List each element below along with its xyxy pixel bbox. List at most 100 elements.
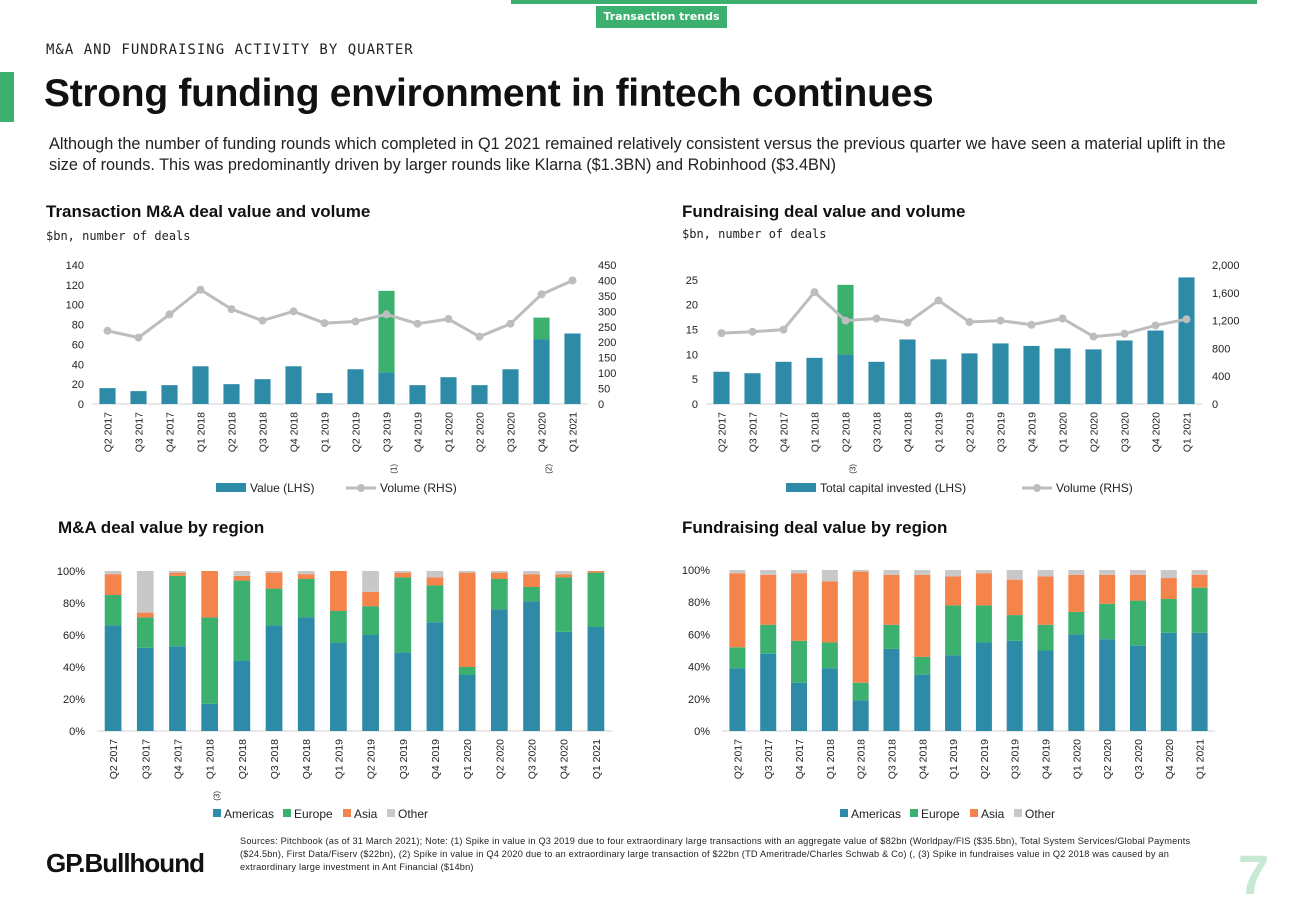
fr-region-segment-europe bbox=[852, 682, 869, 701]
fr-value-bar bbox=[1116, 340, 1133, 404]
fr-volume-point bbox=[748, 327, 757, 336]
ma-region-segment-europe bbox=[394, 577, 412, 653]
fr-value-bar bbox=[1085, 349, 1102, 404]
ma-x-tick-label: Q3 2018 bbox=[258, 412, 270, 452]
ma-region-segment-other bbox=[104, 571, 122, 575]
ma-region-segment-europe bbox=[104, 595, 122, 626]
ma-region-segment-other bbox=[233, 571, 251, 576]
ma-x-note: (1) bbox=[390, 464, 399, 474]
fr-value-bar bbox=[744, 373, 761, 404]
fr-x-tick-label: Q4 2019 bbox=[1027, 412, 1039, 452]
ma-y-left-tick: 60 bbox=[72, 339, 84, 351]
ma-region-segment-other bbox=[458, 571, 476, 573]
ma-legend-label: Value (LHS) bbox=[250, 481, 314, 495]
fr-legend-label: Volume (RHS) bbox=[1056, 481, 1133, 495]
fr-x-tick-label: Q2 2020 bbox=[1089, 412, 1101, 452]
ma-region-segment-europe bbox=[555, 577, 573, 632]
fr-y-left-tick: 25 bbox=[686, 275, 698, 287]
ma-region-x-tick-label: Q4 2019 bbox=[430, 739, 442, 779]
fr-region-segment-other bbox=[1006, 570, 1023, 580]
fr-region-segment-europe bbox=[791, 640, 808, 683]
ma-region-chart-title: M&A deal value by region bbox=[58, 518, 265, 537]
ma-region-legend-swatch bbox=[213, 809, 221, 817]
fr-legend-line-marker bbox=[1033, 484, 1041, 492]
ma-region-segment-europe bbox=[362, 606, 379, 635]
ma-region-segment-asia bbox=[136, 612, 154, 618]
ma-region-y-tick: 60% bbox=[63, 630, 85, 642]
ma-volume-point bbox=[382, 310, 391, 319]
ma-y-left-tick: 0 bbox=[78, 399, 84, 411]
fr-region-segment-americas bbox=[791, 682, 808, 731]
fr-region-segment-europe bbox=[821, 642, 838, 669]
ma-region-x-tick-label: Q1 2020 bbox=[462, 739, 474, 779]
fr-y-right-tick: 400 bbox=[1212, 371, 1230, 383]
fr-value-bar bbox=[713, 371, 730, 404]
fr-x-tick-label: Q2 2017 bbox=[717, 412, 729, 452]
fr-region-segment-asia bbox=[1068, 574, 1085, 612]
fr-x-tick-label: Q3 2019 bbox=[996, 412, 1008, 452]
ma-value-bar bbox=[440, 377, 457, 404]
fr-region-segment-asia bbox=[1191, 574, 1208, 588]
ma-region-x-tick-label: Q2 2018 bbox=[237, 739, 249, 779]
fr-region-segment-other bbox=[975, 570, 992, 574]
ma-region-segment-europe bbox=[523, 587, 540, 602]
ma-region-segment-asia bbox=[104, 574, 122, 595]
fr-region-segment-europe bbox=[1037, 624, 1054, 651]
ma-value-bar bbox=[502, 369, 519, 404]
fr-region-segment-asia bbox=[883, 574, 900, 625]
fr-value-bar bbox=[868, 361, 885, 404]
ma-region-segment-americas bbox=[555, 631, 573, 731]
ma-volume-point bbox=[537, 290, 546, 299]
fr-region-x-tick-label: Q1 2019 bbox=[948, 739, 960, 779]
fr-region-legend-label: Europe bbox=[921, 807, 960, 821]
ma-region-segment-asia bbox=[362, 591, 379, 607]
page-title: Strong funding environment in fintech co… bbox=[44, 72, 934, 115]
ma-region-x-tick-label: Q4 2020 bbox=[559, 739, 571, 779]
fr-region-segment-europe bbox=[945, 605, 962, 656]
ma-volume-line bbox=[107, 279, 574, 340]
ma-region-segment-asia bbox=[201, 571, 219, 618]
ma-y-right-tick: 450 bbox=[598, 260, 616, 272]
gp-bullhound-logo: GP.Bullhound bbox=[46, 848, 205, 878]
fr-volume-line bbox=[721, 289, 1187, 339]
ma-y-right-tick: 200 bbox=[598, 337, 616, 349]
ma-region-x-tick-label: Q2 2020 bbox=[494, 739, 506, 779]
ma-region-segment-americas bbox=[104, 625, 122, 731]
ma-y-right-tick: 50 bbox=[598, 384, 610, 396]
fr-y-left-tick: 20 bbox=[686, 300, 698, 312]
fr-value-bar bbox=[1054, 348, 1071, 404]
fr-volume-point bbox=[717, 329, 726, 338]
ma-region-segment-americas bbox=[362, 635, 379, 731]
fr-region-segment-americas bbox=[1068, 634, 1085, 731]
fr-region-segment-europe bbox=[1006, 615, 1023, 641]
ma-y-left-tick: 40 bbox=[72, 359, 84, 371]
fr-region-segment-other bbox=[1129, 570, 1146, 575]
fr-region-segment-asia bbox=[729, 573, 746, 648]
fr-x-tick-label: Q2 2019 bbox=[965, 412, 977, 452]
fr-region-segment-asia bbox=[852, 571, 869, 683]
fr-region-segment-asia bbox=[760, 574, 777, 625]
ma-x-tick-label: Q4 2018 bbox=[289, 412, 301, 452]
fr-volume-point bbox=[1058, 314, 1067, 323]
fr-region-segment-americas bbox=[1037, 650, 1054, 731]
ma-region-y-tick: 80% bbox=[63, 598, 85, 610]
ma-region-segment-americas bbox=[458, 675, 476, 731]
fr-region-x-tick-label: Q1 2021 bbox=[1195, 739, 1207, 779]
ma-x-tick-label: Q2 2017 bbox=[103, 412, 115, 452]
ma-volume-point bbox=[413, 319, 422, 328]
ma-region-x-tick-label: Q4 2018 bbox=[301, 739, 313, 779]
ma-y-right-tick: 400 bbox=[598, 275, 616, 287]
fr-region-x-tick-label: Q3 2017 bbox=[763, 739, 775, 779]
ma-region-legend-swatch bbox=[387, 809, 395, 817]
ma-y-left-tick: 80 bbox=[72, 320, 84, 332]
ma-region-segment-europe bbox=[426, 585, 444, 623]
fr-x-tick-label: Q4 2020 bbox=[1151, 412, 1163, 452]
fr-volume-point bbox=[934, 296, 943, 305]
fr-volume-point bbox=[841, 316, 850, 325]
ma-region-segment-americas bbox=[523, 601, 540, 731]
fr-y-left-tick: 0 bbox=[692, 399, 698, 411]
ma-region-segment-europe bbox=[233, 580, 251, 661]
ma-volume-point bbox=[165, 310, 174, 319]
fr-region-legend-label: Asia bbox=[981, 807, 1005, 821]
